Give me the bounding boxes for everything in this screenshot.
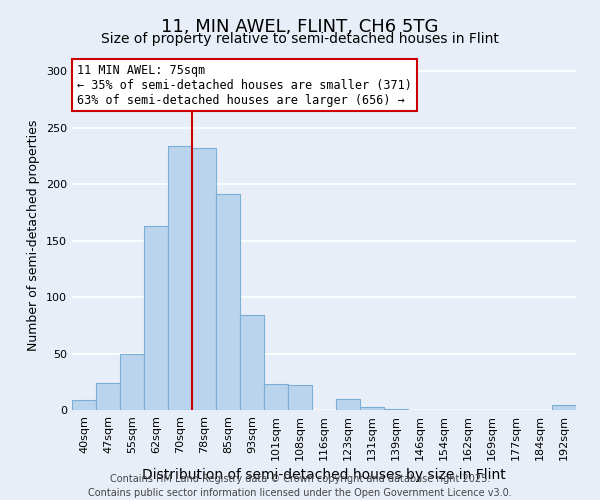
Text: Size of property relative to semi-detached houses in Flint: Size of property relative to semi-detach… [101, 32, 499, 46]
Bar [552, 406, 576, 410]
Bar [360, 406, 384, 410]
Bar [168, 146, 192, 410]
Text: 11, MIN AWEL, FLINT, CH6 5TG: 11, MIN AWEL, FLINT, CH6 5TG [161, 18, 439, 36]
Bar [384, 409, 408, 410]
Bar [288, 385, 312, 410]
Y-axis label: Number of semi-detached properties: Number of semi-detached properties [28, 120, 40, 350]
Bar [336, 398, 360, 410]
Text: 11 MIN AWEL: 75sqm
← 35% of semi-detached houses are smaller (371)
63% of semi-d: 11 MIN AWEL: 75sqm ← 35% of semi-detache… [77, 64, 412, 106]
Bar [192, 148, 216, 410]
X-axis label: Distribution of semi-detached houses by size in Flint: Distribution of semi-detached houses by … [142, 468, 506, 482]
Bar [216, 194, 240, 410]
Bar [120, 354, 144, 410]
Text: Contains HM Land Registry data © Crown copyright and database right 2025.
Contai: Contains HM Land Registry data © Crown c… [88, 474, 512, 498]
Bar [72, 400, 96, 410]
Bar [240, 315, 264, 410]
Bar [264, 384, 288, 410]
Bar [144, 226, 168, 410]
Bar [96, 383, 120, 410]
